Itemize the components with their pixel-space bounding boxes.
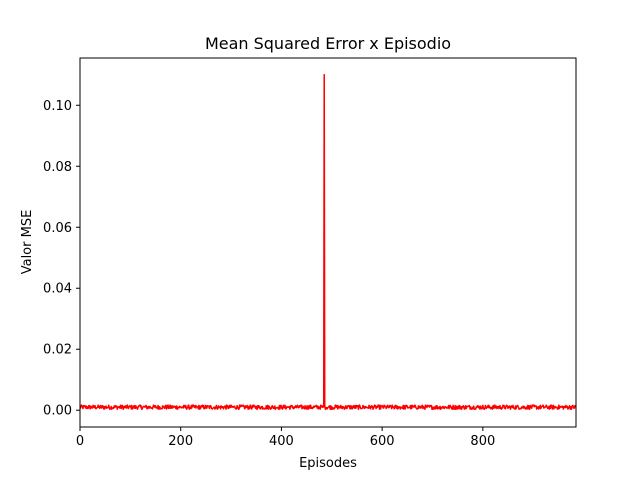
y-tick-label: 0.04 xyxy=(43,282,72,297)
axes-frame xyxy=(79,57,577,428)
series-group xyxy=(80,74,576,411)
y-tick-label: 0.00 xyxy=(43,404,72,419)
y-tick-label: 0.08 xyxy=(43,160,72,175)
y-axis-title: Valor MSE xyxy=(20,210,35,275)
x-tick-label: 400 xyxy=(269,434,294,449)
chart-title: Mean Squared Error x Episodio xyxy=(205,34,451,53)
x-tick-label: 0 xyxy=(76,434,84,449)
y-tick-label: 0.10 xyxy=(43,99,72,114)
plot-area xyxy=(80,74,576,411)
x-tick-label: 600 xyxy=(370,434,395,449)
x-axis-title: Episodes xyxy=(299,456,357,471)
x-axis-ticks: 0 200 400 600 800 xyxy=(76,427,495,449)
mse-series-line xyxy=(80,74,576,411)
y-axis-ticks: 0.00 0.02 0.04 0.06 0.08 0.10 xyxy=(43,99,80,419)
y-tick-label: 0.06 xyxy=(43,221,72,236)
x-tick-label: 800 xyxy=(470,434,495,449)
x-tick-label: 200 xyxy=(168,434,193,449)
y-tick-label: 0.02 xyxy=(43,343,72,358)
